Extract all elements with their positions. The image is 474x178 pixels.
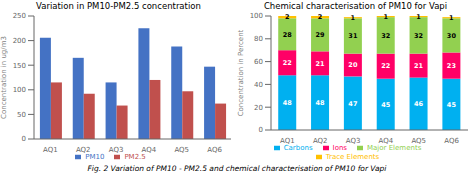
- svg-text:100: 100: [250, 12, 263, 20]
- svg-text:AQ4: AQ4: [379, 137, 394, 145]
- svg-text:30: 30: [447, 32, 457, 40]
- svg-text:28: 28: [283, 31, 293, 39]
- html-text:Major Elements: Major Elements: [367, 144, 422, 152]
- svg-text:100: 100: [13, 86, 26, 94]
- svg-text:46: 46: [414, 100, 424, 108]
- svg-text:150: 150: [13, 62, 26, 70]
- svg-text:Concentration in ug/m3: Concentration in ug/m3: [8, 36, 9, 119]
- svg-text:45: 45: [447, 101, 457, 109]
- svg-text:80: 80: [254, 35, 263, 43]
- svg-text:AQ5: AQ5: [174, 146, 189, 154]
- svg-text:20: 20: [348, 61, 358, 69]
- svg-text:50: 50: [17, 111, 26, 119]
- svg-text:AQ3: AQ3: [346, 137, 361, 145]
- svg-text:1: 1: [383, 13, 388, 21]
- svg-text:31: 31: [348, 32, 358, 40]
- html-text:Ions: Ions: [332, 144, 347, 152]
- svg-text:60: 60: [254, 58, 263, 66]
- svg-text:200: 200: [13, 37, 26, 45]
- html-text:Variation in PM10-PM2.5 concen: Variation in PM10-PM2.5 concentration: [36, 1, 201, 11]
- svg-text:21: 21: [316, 60, 326, 68]
- svg-text:AQ1: AQ1: [43, 146, 58, 154]
- svg-text:0: 0: [22, 135, 26, 143]
- svg-text:AQ6: AQ6: [207, 146, 222, 154]
- svg-text:20: 20: [254, 104, 263, 112]
- html-text:Chemical characterisation of P: Chemical characterisation of PM10 for Va…: [263, 1, 448, 11]
- html-text:Fig. 2 Variation of PM10 - PM2: Fig. 2 Variation of PM10 - PM2.5 and che…: [87, 164, 387, 173]
- svg-text:47: 47: [348, 100, 357, 108]
- svg-text:32: 32: [414, 32, 423, 40]
- svg-text:21: 21: [414, 62, 424, 70]
- svg-text:23: 23: [447, 62, 456, 70]
- svg-text:32: 32: [381, 32, 390, 40]
- svg-text:2: 2: [318, 13, 323, 21]
- svg-text:2: 2: [285, 13, 290, 21]
- svg-text:1: 1: [351, 14, 356, 22]
- svg-text:Concentration in Percent: Concentration in Percent: [237, 29, 245, 116]
- svg-text:0: 0: [259, 126, 263, 134]
- svg-text:AQ4: AQ4: [142, 146, 157, 154]
- svg-text:48: 48: [316, 99, 326, 107]
- svg-text:AQ2: AQ2: [313, 137, 328, 145]
- svg-text:250: 250: [13, 12, 26, 20]
- svg-text:AQ6: AQ6: [444, 137, 459, 145]
- svg-text:40: 40: [254, 81, 263, 89]
- html-text:PM10: PM10: [85, 153, 105, 161]
- svg-text:29: 29: [316, 31, 326, 39]
- html-text:Trace Elements: Trace Elements: [325, 153, 380, 161]
- svg-text:1: 1: [416, 13, 421, 21]
- svg-text:AQ3: AQ3: [109, 146, 124, 154]
- html-text:PM2.5: PM2.5: [124, 153, 146, 161]
- svg-text:1: 1: [449, 14, 454, 22]
- svg-text:22: 22: [283, 59, 292, 67]
- svg-text:AQ1: AQ1: [280, 137, 295, 145]
- svg-text:22: 22: [381, 62, 390, 70]
- svg-text:45: 45: [381, 101, 391, 109]
- svg-text:AQ5: AQ5: [411, 137, 426, 145]
- svg-text:48: 48: [283, 99, 293, 107]
- html-text:Carbons: Carbons: [283, 144, 313, 152]
- svg-text:AQ2: AQ2: [76, 146, 91, 154]
